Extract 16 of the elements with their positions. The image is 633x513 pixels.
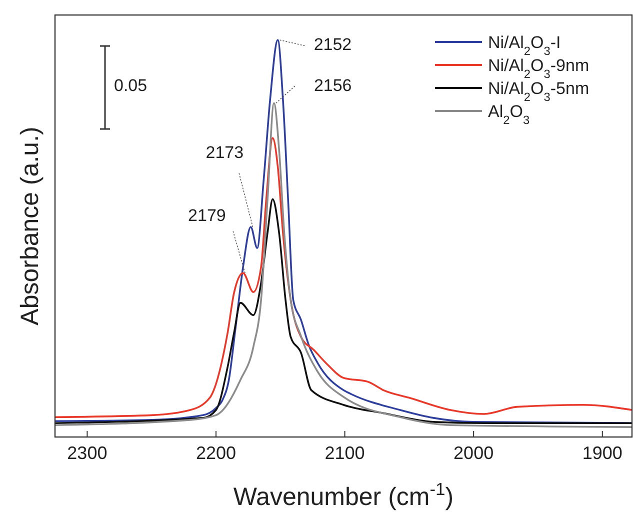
x-tick-label: 2300 bbox=[67, 443, 108, 463]
annotation: 2173 bbox=[206, 142, 244, 162]
legend-label: Ni/Al$_{2}$O$_{3}$-5nm bbox=[488, 79, 590, 104]
annotation: 2152 bbox=[314, 35, 352, 54]
x-axis-title: Wavenumber (cm$^{-1}$) bbox=[233, 479, 454, 511]
y-axis-title: Absorbance (a.u.) bbox=[16, 126, 44, 326]
x-tick-label: 2000 bbox=[454, 443, 494, 463]
x-tick-label: 1900 bbox=[582, 443, 622, 463]
legend-label: Al$_{2}$O$_{3}$ bbox=[488, 102, 530, 127]
annotation: 2179 bbox=[188, 206, 226, 226]
annotation: 0.05 bbox=[114, 76, 148, 95]
legend-label: Ni/Al$_{2}$O$_{3}$-I bbox=[488, 33, 561, 58]
annotation: 2156 bbox=[314, 76, 352, 96]
legend-label: Ni/Al$_{2}$O$_{3}$-9nm bbox=[488, 56, 590, 81]
x-tick-label: 2200 bbox=[196, 443, 236, 463]
x-tick-label: 2100 bbox=[324, 443, 365, 463]
